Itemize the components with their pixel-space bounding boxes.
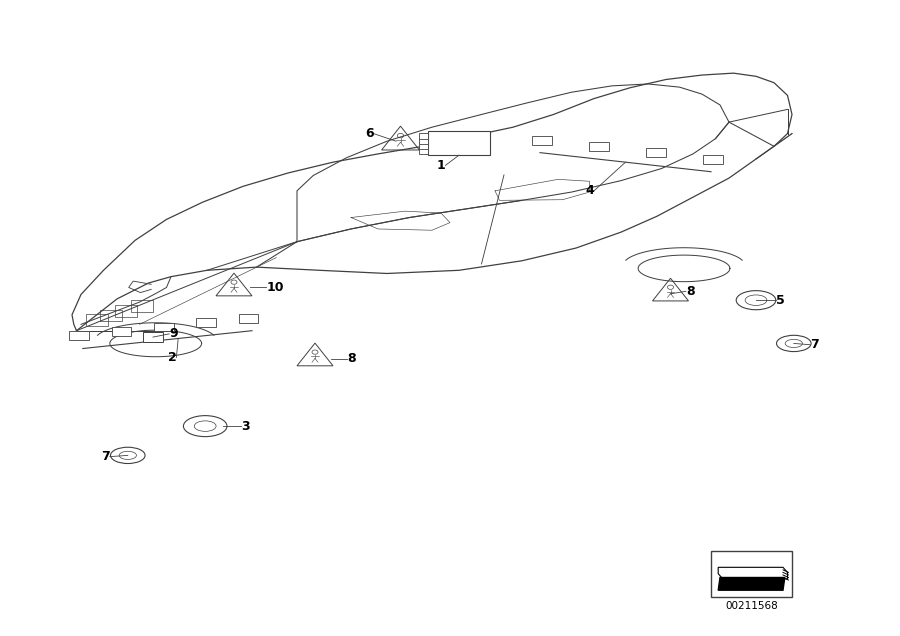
FancyBboxPatch shape bbox=[418, 133, 427, 139]
FancyBboxPatch shape bbox=[418, 137, 427, 144]
FancyBboxPatch shape bbox=[703, 155, 723, 163]
Text: 10: 10 bbox=[266, 281, 284, 294]
Text: 6: 6 bbox=[364, 127, 373, 140]
FancyBboxPatch shape bbox=[418, 142, 427, 149]
FancyBboxPatch shape bbox=[154, 322, 174, 331]
FancyBboxPatch shape bbox=[646, 148, 666, 157]
Text: 9: 9 bbox=[169, 328, 178, 340]
Text: 00211568: 00211568 bbox=[725, 601, 778, 611]
FancyBboxPatch shape bbox=[418, 147, 427, 153]
Text: 2: 2 bbox=[167, 351, 176, 364]
Text: 8: 8 bbox=[347, 352, 356, 365]
Text: 8: 8 bbox=[686, 285, 695, 298]
FancyBboxPatch shape bbox=[69, 331, 89, 340]
Text: 4: 4 bbox=[585, 184, 594, 197]
FancyBboxPatch shape bbox=[143, 332, 163, 342]
FancyBboxPatch shape bbox=[589, 142, 608, 151]
Text: 5: 5 bbox=[776, 294, 785, 307]
Polygon shape bbox=[718, 577, 785, 590]
FancyBboxPatch shape bbox=[428, 131, 491, 155]
FancyBboxPatch shape bbox=[532, 135, 552, 144]
FancyBboxPatch shape bbox=[112, 327, 131, 336]
FancyBboxPatch shape bbox=[711, 551, 792, 597]
FancyBboxPatch shape bbox=[238, 314, 258, 322]
Text: 7: 7 bbox=[810, 338, 819, 351]
Text: 1: 1 bbox=[436, 159, 446, 172]
Text: 3: 3 bbox=[241, 420, 250, 432]
Text: 7: 7 bbox=[101, 450, 110, 463]
FancyBboxPatch shape bbox=[196, 318, 216, 327]
